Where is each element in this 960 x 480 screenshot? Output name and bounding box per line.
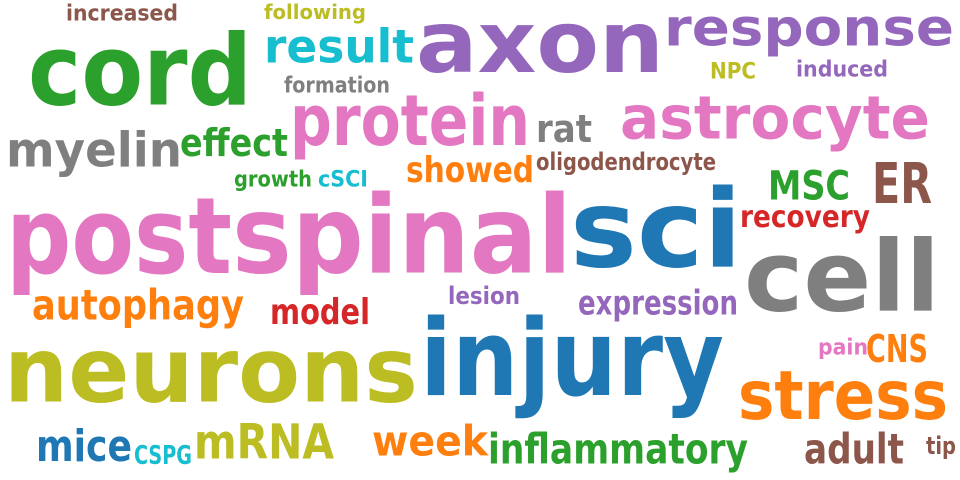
word-post: post	[6, 174, 232, 299]
word-formation: formation	[284, 72, 390, 98]
word-induced: induced	[796, 56, 888, 82]
word-effect: effect	[180, 120, 288, 166]
word-inflammatory: inflammatory	[488, 424, 748, 474]
word-mice: mice	[36, 420, 132, 472]
word-response: response	[664, 0, 954, 59]
word-csci: cSCI	[318, 166, 368, 192]
word-mrna: mRNA	[194, 413, 334, 470]
word-cspg: CSPG	[134, 439, 192, 471]
word-recovery: recovery	[740, 199, 870, 235]
word-injury: injury	[420, 296, 724, 421]
word-result: result	[264, 19, 414, 74]
word-cell: cell	[744, 219, 940, 334]
word-stress: stress	[738, 355, 948, 436]
word-oligodendrocyte: oligodendrocyte	[536, 147, 716, 176]
word-pain: pain	[818, 334, 868, 360]
word-rat: rat	[536, 106, 592, 152]
word-increased: increased	[66, 0, 178, 26]
word-week: week	[372, 416, 488, 466]
word-er: ER	[872, 150, 932, 217]
word-astrocyte: astrocyte	[620, 82, 930, 153]
word-adult: adult	[804, 424, 904, 474]
word-tip: tip	[926, 431, 956, 460]
word-following: following	[264, 0, 366, 24]
word-spinal: spinal	[232, 172, 572, 299]
word-sci: sci	[570, 166, 742, 293]
word-protein: protein	[290, 79, 530, 162]
word-cns: CNS	[866, 326, 928, 372]
word-showed: showed	[406, 148, 534, 191]
word-expression: expression	[578, 282, 738, 323]
word-npc: NPC	[710, 58, 756, 84]
word-autophagy: autophagy	[32, 280, 244, 330]
word-myelin: myelin	[6, 121, 182, 178]
word-growth: growth	[234, 166, 312, 192]
word-msc: MSC	[768, 162, 850, 210]
word-lesion: lesion	[448, 281, 520, 310]
word-model: model	[270, 290, 370, 333]
word-cord: cord	[28, 13, 252, 128]
word-axon: axon	[416, 0, 664, 93]
word-neurons: neurons	[4, 317, 418, 424]
